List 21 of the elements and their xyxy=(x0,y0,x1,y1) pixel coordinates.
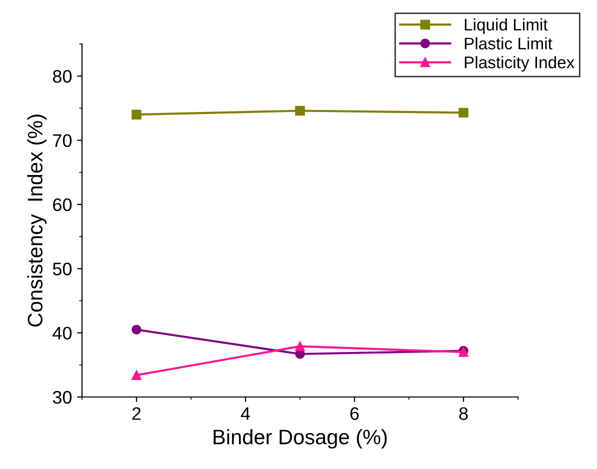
y-tick-label: 60 xyxy=(53,198,72,212)
y-tick-label: 80 xyxy=(52,70,72,83)
point xyxy=(295,341,305,352)
legend-label: Liquid Limit xyxy=(464,18,548,34)
point xyxy=(132,110,142,120)
legend-label: Plastic Limit xyxy=(464,37,552,50)
point xyxy=(458,108,468,118)
x-axis-title: Binder Dosage (%) xyxy=(214,429,387,449)
y-tick-label: 30 xyxy=(52,390,72,404)
point xyxy=(295,106,305,116)
y-axis-title: Consistency Index (%) xyxy=(27,114,47,327)
legend-label: Plasticity Index xyxy=(464,56,574,72)
y-tick-label: 70 xyxy=(53,134,72,147)
point xyxy=(132,370,142,380)
x-tick-label: 6 xyxy=(350,407,359,420)
y-tick-label: 50 xyxy=(52,262,72,276)
x-tick-label: 4 xyxy=(240,407,250,420)
y-tick-label: 40 xyxy=(52,326,72,340)
x-tick-label: 2 xyxy=(132,407,141,420)
point xyxy=(132,324,142,334)
x-tick-label: 8 xyxy=(459,407,468,420)
